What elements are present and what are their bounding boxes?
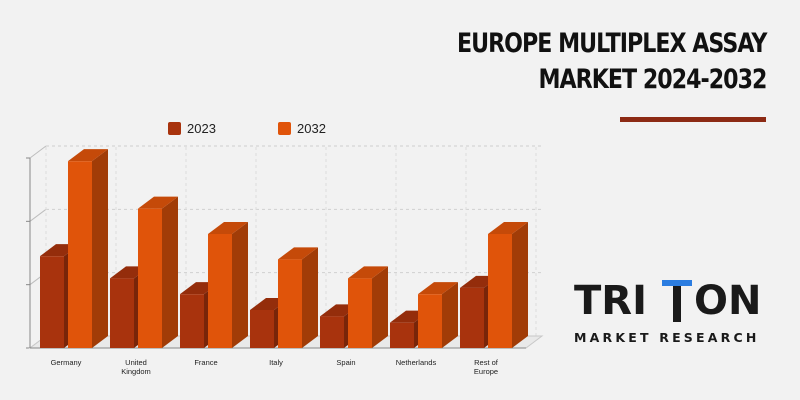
- legend-label-2023: 2023: [187, 121, 216, 136]
- bar-2032-united-kingdom: [138, 196, 178, 348]
- chart-title-line1: EUROPE MULTIPLEX ASSAY: [456, 28, 767, 59]
- x-tick-label: Netherlands: [396, 358, 437, 367]
- logo-i-mark-icon: [662, 280, 692, 322]
- x-tick-labels: Germany United Kingdom France Italy Spain Neth…: [51, 358, 499, 376]
- triton-logo: TRI ON MARKET RESEARCH: [574, 278, 764, 348]
- title-underline: [620, 117, 766, 122]
- legend-swatch-2032: [278, 122, 291, 135]
- legend-swatch-2023: [168, 122, 181, 135]
- bar-2032-rest-of-europe: [488, 222, 528, 348]
- x-tick-label: United Kingdom: [121, 358, 151, 376]
- bar-2032-netherlands: [418, 282, 458, 348]
- logo-tagline: MARKET RESEARCH: [574, 330, 760, 345]
- logo-letters-right: ON: [694, 278, 762, 324]
- gridline-side: [29, 208, 47, 222]
- x-tick-label: Spain: [336, 358, 355, 367]
- bar-2032-france: [208, 222, 248, 348]
- bar-2032-spain: [348, 266, 388, 348]
- chart-title-line2: MARKET 2024-2032: [538, 64, 767, 95]
- logo-letters-left: TRI: [574, 278, 647, 324]
- x-tick-label: Germany: [51, 358, 82, 367]
- bar-2032-germany: [68, 149, 108, 348]
- bar-2032-italy: [278, 247, 318, 348]
- x-tick-label: Italy: [269, 358, 283, 367]
- bars: [40, 149, 528, 348]
- gridline-side: [29, 145, 47, 159]
- logo-wordmark: TRI ON: [574, 278, 762, 328]
- legend-label-2032: 2032: [297, 121, 326, 136]
- x-tick-label: Rest of Europe: [474, 358, 499, 376]
- x-tick-label: France: [194, 358, 217, 367]
- chart-title: EUROPE MULTIPLEX ASSAY MARKET 2024-2032: [456, 26, 767, 98]
